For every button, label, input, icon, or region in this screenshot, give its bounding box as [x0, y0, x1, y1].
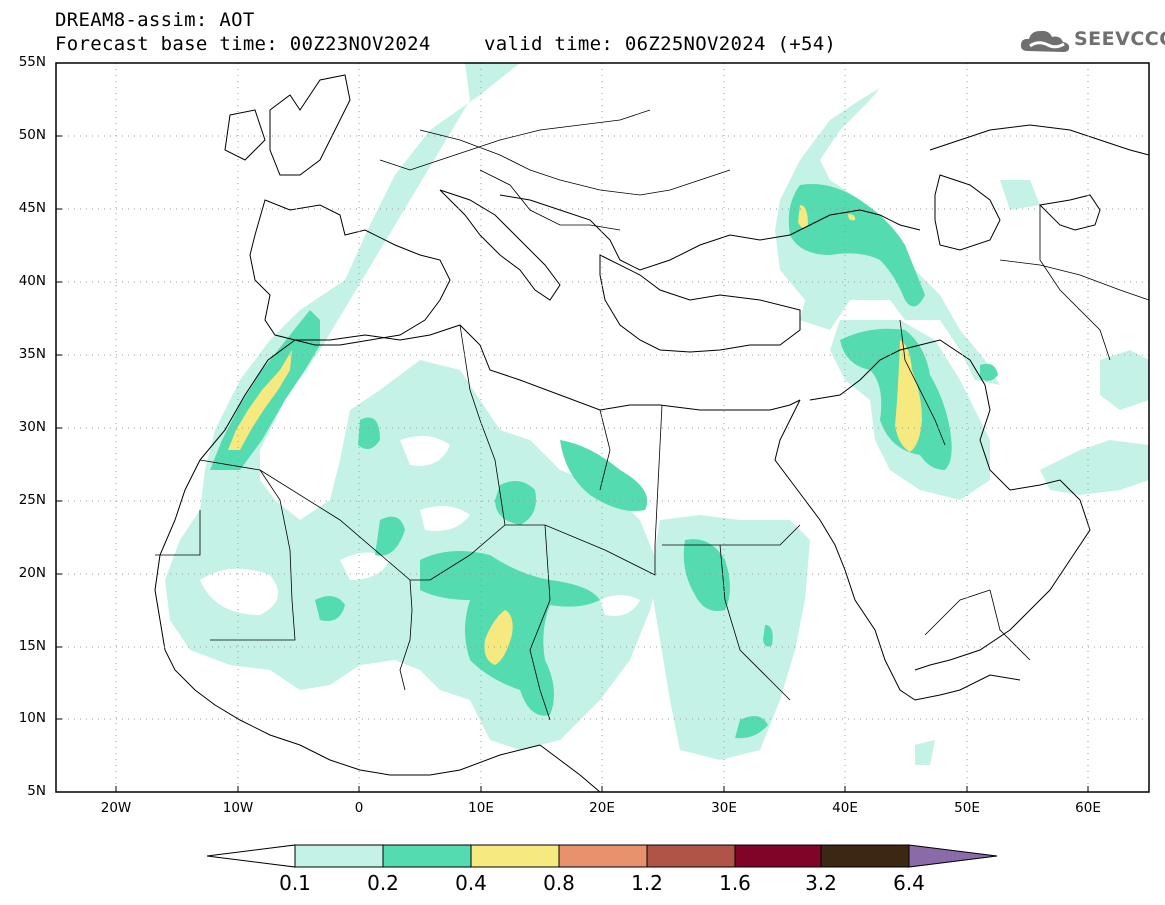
- lat-label: 30N: [18, 419, 46, 435]
- lat-label: 5N: [27, 783, 46, 799]
- lon-label: 20W: [100, 800, 132, 816]
- colorbar-swatch-3: [470, 844, 560, 868]
- colorbar-swatch-1: [294, 844, 384, 868]
- colorbar: [206, 844, 998, 868]
- lat-label: 50N: [18, 127, 46, 143]
- aot-holes: [200, 436, 640, 616]
- lat-label: 55N: [18, 54, 46, 70]
- seevccc-logo: SEEVCCC: [1018, 24, 1165, 56]
- lat-label: 20N: [18, 565, 46, 581]
- logo-text: SEEVCCC: [1074, 28, 1165, 50]
- cloud-logo-icon: [1020, 30, 1070, 52]
- colorbar-swatch-5: [646, 844, 736, 868]
- lon-label: 10E: [468, 800, 494, 816]
- lon-label: 10W: [222, 800, 254, 816]
- lon-label: 50E: [954, 800, 980, 816]
- colorbar-label: 1.6: [719, 871, 751, 895]
- coastlines-and-borders: [154, 74, 1149, 792]
- colorbar-label: 0.1: [279, 871, 311, 895]
- lon-label: 0: [354, 800, 364, 816]
- colorbar-swatch-4: [558, 844, 648, 868]
- colorbar-low-arrow: [206, 844, 296, 868]
- country-borders: [155, 109, 1149, 721]
- valid-time: valid time: 06Z25NOV2024 (+54): [484, 33, 837, 55]
- colorbar-label: 0.2: [367, 871, 399, 895]
- colorbar-swatch-2: [382, 844, 472, 868]
- aot-band-0.4: [228, 205, 922, 665]
- lon-label: 40E: [832, 800, 858, 816]
- forecast-base-time: Forecast base time: 00Z23NOV2024: [55, 33, 431, 55]
- colorbar-label: 3.2: [805, 871, 837, 895]
- colorbar-label: 6.4: [893, 871, 925, 895]
- colorbar-swatch-7: [820, 844, 910, 868]
- lat-label: 15N: [18, 638, 46, 654]
- lat-label: 25N: [18, 492, 46, 508]
- colorbar-high-arrow: [908, 844, 998, 868]
- axis-ticks: [56, 135, 1089, 792]
- lat-label: 45N: [18, 200, 46, 216]
- lon-label: 20E: [589, 800, 615, 816]
- aot-band-0.1: [165, 63, 1149, 765]
- colorbar-label: 1.2: [631, 871, 663, 895]
- map-title: DREAM8-assim: AOT: [55, 9, 255, 31]
- colorbar-label: 0.8: [543, 871, 575, 895]
- lon-label: 30E: [711, 800, 737, 816]
- colorbar-label: 0.4: [455, 871, 487, 895]
- grid-lines: [56, 63, 1149, 792]
- lat-label: 40N: [18, 273, 46, 289]
- aot-band-0.2: [210, 184, 998, 739]
- colorbar-swatch-6: [734, 844, 822, 868]
- lat-label: 35N: [18, 346, 46, 362]
- lat-label: 10N: [18, 710, 46, 726]
- aot-shading: [165, 63, 1149, 765]
- lon-label: 60E: [1075, 800, 1101, 816]
